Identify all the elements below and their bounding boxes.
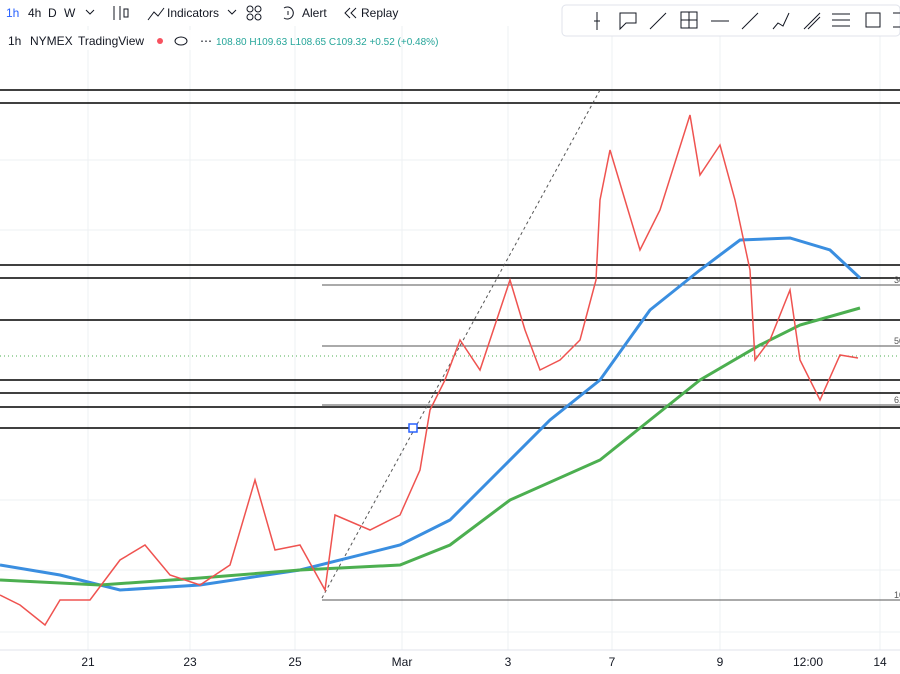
fib-label: 30 bbox=[894, 275, 900, 285]
fib-labels: 30 50 61 10 bbox=[894, 275, 900, 600]
legend-status bbox=[157, 38, 163, 44]
x-label: 21 bbox=[81, 655, 95, 669]
drawing-tools bbox=[594, 11, 900, 31]
x-label: 7 bbox=[609, 655, 616, 669]
x-label: 12:00 bbox=[793, 655, 823, 669]
x-axis-labels: 21 23 25 Mar 3 7 9 12:00 14 bbox=[81, 655, 887, 669]
tool-6[interactable] bbox=[741, 12, 759, 30]
drawing-toolbar bbox=[561, 4, 900, 37]
templates-icon[interactable] bbox=[246, 5, 262, 21]
price-series bbox=[0, 114, 859, 627]
tool-1[interactable] bbox=[594, 12, 600, 30]
legend-source: TradingView bbox=[78, 34, 144, 48]
x-label: 25 bbox=[288, 655, 302, 669]
chart-type-icon[interactable] bbox=[113, 6, 129, 20]
replay-icon[interactable] bbox=[344, 7, 357, 19]
tool-2[interactable] bbox=[619, 12, 637, 31]
x-label: 9 bbox=[717, 655, 724, 669]
legend-exchange: NYMEX bbox=[30, 34, 73, 48]
ma-green bbox=[0, 306, 861, 587]
interval-1h[interactable]: 1h bbox=[6, 6, 19, 20]
tool-10[interactable] bbox=[865, 12, 881, 28]
tool-9[interactable] bbox=[832, 13, 850, 27]
grid bbox=[0, 26, 900, 650]
interval-w[interactable]: W bbox=[64, 6, 76, 20]
indicators-button[interactable]: Indicators bbox=[167, 6, 219, 20]
legend-more[interactable]: ⋯ bbox=[200, 34, 212, 48]
tool-4[interactable] bbox=[680, 11, 698, 29]
fib-label: 50 bbox=[894, 336, 900, 346]
indicators-icon[interactable] bbox=[147, 7, 165, 21]
x-label: 23 bbox=[183, 655, 197, 669]
legend-interval: 1h bbox=[8, 34, 21, 48]
level-lines bbox=[0, 89, 900, 429]
x-label: 3 bbox=[505, 655, 512, 669]
ma-blue bbox=[0, 236, 862, 592]
tool-11[interactable] bbox=[893, 12, 900, 28]
legend-bg bbox=[0, 30, 212, 50]
tool-7[interactable] bbox=[772, 12, 790, 30]
tool-3[interactable] bbox=[649, 12, 667, 30]
tool-8[interactable] bbox=[803, 12, 821, 30]
fib-label: 10 bbox=[894, 590, 900, 600]
alert-icon[interactable] bbox=[283, 6, 294, 20]
interval-4h[interactable]: 4h bbox=[28, 6, 41, 20]
x-label: 14 bbox=[873, 655, 887, 669]
drawing-handle[interactable] bbox=[408, 423, 418, 433]
legend-ohlc: 108.80 H109.63 L108.65 C109.32 +0.52 (+0… bbox=[216, 37, 438, 48]
fib-lines bbox=[322, 284, 900, 601]
interval-d[interactable]: D bbox=[48, 6, 57, 20]
x-label: Mar bbox=[392, 655, 413, 669]
alert-button[interactable]: Alert bbox=[302, 6, 327, 20]
indicators-dropdown[interactable] bbox=[227, 9, 237, 15]
legend-eye[interactable] bbox=[174, 36, 188, 46]
replay-button[interactable]: Replay bbox=[361, 6, 398, 20]
fib-label: 61 bbox=[894, 395, 900, 405]
interval-dropdown[interactable] bbox=[85, 9, 95, 15]
fib-trend-line bbox=[321, 89, 601, 599]
